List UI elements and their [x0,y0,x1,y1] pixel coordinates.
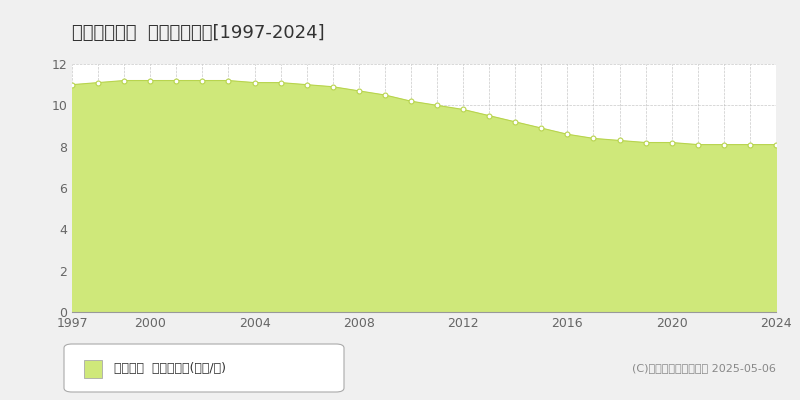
Text: (C)土地価格ドットコム 2025-05-06: (C)土地価格ドットコム 2025-05-06 [632,363,776,373]
Text: 都城市下川東  基準地価推移[1997-2024]: 都城市下川東 基準地価推移[1997-2024] [72,24,325,42]
Text: 基準地価  平均坪単価(万円/坪): 基準地価 平均坪単価(万円/坪) [114,362,226,374]
